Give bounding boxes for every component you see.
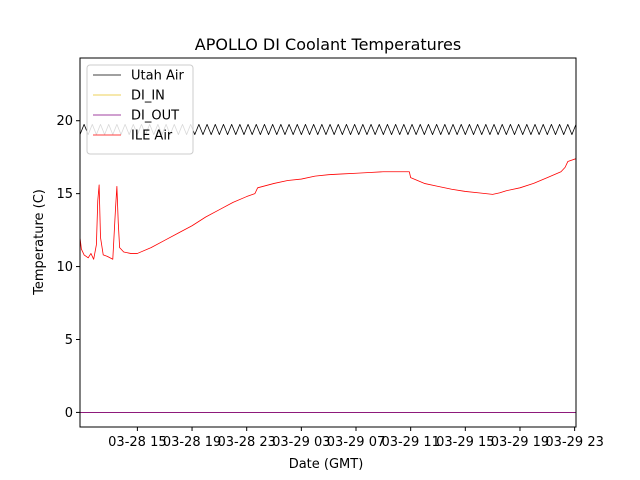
legend-box: [86, 64, 194, 155]
y-tick-label: 10: [56, 260, 73, 275]
x-tick-label: 03-29 15: [436, 435, 494, 450]
x-tick-label: 03-29 07: [327, 435, 385, 450]
legend-label-ile-air: ILE Air: [131, 129, 173, 144]
y-axis-label: Temperature (C): [32, 189, 47, 296]
x-tick-label: 03-28 23: [217, 435, 275, 450]
legend-label-utah-air: Utah Air: [131, 69, 184, 84]
x-tick-label: 03-28 15: [108, 435, 166, 450]
y-tick-label: 5: [65, 333, 73, 348]
plot-frame: [79, 57, 577, 428]
x-axis-label: Date (GMT): [289, 457, 364, 472]
legend-label-di-in: DI_IN: [131, 89, 165, 104]
legend-label-di-out: DI_OUT: [131, 109, 179, 124]
x-tick-label: 03-29 19: [491, 435, 549, 450]
x-tick-label: 03-28 19: [163, 435, 221, 450]
x-tick-label: 03-29 23: [545, 435, 603, 450]
y-axis: 0 5 10 15 20: [56, 114, 80, 421]
y-tick-label: 15: [56, 187, 73, 202]
legend: Utah Air DI_IN DI_OUT ILE Air: [86, 64, 194, 155]
y-tick-label: 0: [65, 406, 73, 421]
x-tick-label: 03-29 11: [381, 435, 439, 450]
y-tick-label: 20: [56, 114, 73, 129]
x-tick-label: 03-29 03: [272, 435, 330, 450]
chart-title: APOLLO DI Coolant Temperatures: [195, 35, 461, 54]
series-line-ile-air: [80, 158, 576, 260]
